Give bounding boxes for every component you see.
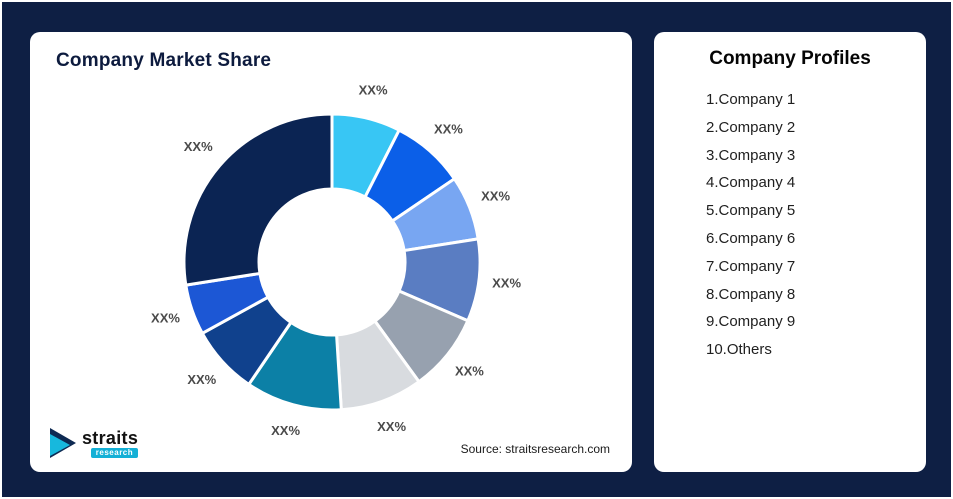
market-share-card: Company Market Share XX% XX% XX% XX% XX% XX% X… bbox=[30, 32, 632, 472]
logo-text: straits research bbox=[82, 427, 139, 458]
donut-segment-label: XX% bbox=[492, 276, 521, 291]
profile-item: 9.Company 9 bbox=[706, 313, 796, 331]
straits-research-logo: straits research bbox=[50, 427, 139, 458]
profile-item: 5.Company 5 bbox=[706, 202, 796, 220]
donut-segment-label: XX% bbox=[187, 372, 216, 387]
profile-item: 7.Company 7 bbox=[706, 257, 796, 275]
profile-item: 2.Company 2 bbox=[706, 118, 796, 136]
profiles-title: Company Profiles bbox=[709, 48, 871, 69]
profile-item: 1.Company 1 bbox=[706, 91, 796, 108]
profile-item: 10.Others bbox=[706, 341, 772, 359]
donut-segment-label: XX% bbox=[184, 139, 213, 154]
donut-segment-label: XX% bbox=[481, 189, 510, 204]
profile-item: 3.Company 3 bbox=[706, 146, 796, 164]
profile-item: 8.Company 8 bbox=[706, 285, 796, 303]
market-share-donut: XX% XX% XX% XX% XX% XX% XX% XX% XX% XX% bbox=[151, 82, 521, 438]
chart-title: Company Market Share bbox=[56, 50, 272, 71]
source-attribution: Source: straitsresearch.com bbox=[460, 442, 610, 456]
profile-item: 6.Company 6 bbox=[706, 229, 796, 247]
donut-segment-label: XX% bbox=[271, 423, 300, 438]
straits-logo-icon bbox=[50, 428, 76, 458]
donut-segment-label: XX% bbox=[359, 82, 388, 97]
donut-segment-label: XX% bbox=[377, 419, 406, 434]
donut-segment-label: XX% bbox=[151, 310, 180, 325]
logo-subtitle: research bbox=[90, 447, 139, 458]
profile-item: 4.Company 4 bbox=[706, 174, 796, 192]
donut-segment-10 bbox=[182, 112, 334, 287]
donut-segment-label: XX% bbox=[455, 363, 484, 378]
profiles-list: 1.Company 1 2.Company 2 3.Company 3 4.Co… bbox=[706, 86, 795, 364]
company-profiles-card: Company Profiles 1.Company 1 2.Company 2… bbox=[654, 32, 926, 472]
logo-name: straits bbox=[82, 427, 139, 448]
donut-segment-label: XX% bbox=[434, 121, 463, 136]
